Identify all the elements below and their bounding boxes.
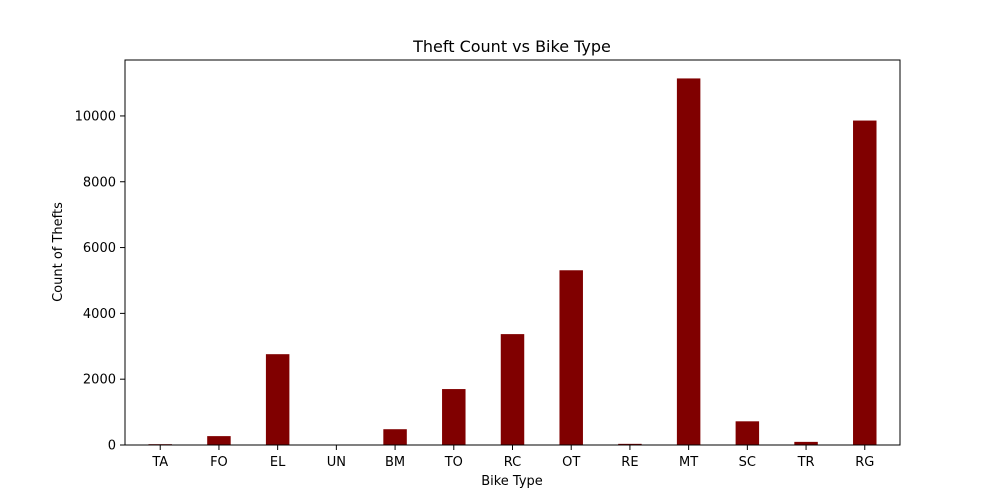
bar-fo xyxy=(207,436,230,445)
x-axis-label: Bike Type xyxy=(481,474,543,489)
x-tick-label: BM xyxy=(385,455,405,470)
y-tick-label: 6000 xyxy=(83,241,116,256)
bar-to xyxy=(442,389,465,445)
y-tick-label: 10000 xyxy=(75,109,116,124)
x-tick-label: SC xyxy=(739,455,756,470)
x-axis-ticks: TA FO EL UN BM TO RC OT RE MT SC TR RG xyxy=(151,445,874,470)
bar-mt xyxy=(677,78,700,445)
x-tick-label: FO xyxy=(210,455,228,470)
y-tick-label: 0 xyxy=(108,439,116,454)
bar-ot xyxy=(559,270,582,445)
x-tick-label: TA xyxy=(151,455,168,470)
y-tick-label: 4000 xyxy=(83,307,116,322)
y-axis-label: Count of Thefts xyxy=(51,202,66,302)
x-tick-label: RG xyxy=(855,455,874,470)
x-tick-label: MT xyxy=(679,455,698,470)
y-tick-label: 8000 xyxy=(83,175,116,190)
x-tick-label: TR xyxy=(797,455,815,470)
x-tick-label: UN xyxy=(327,455,346,470)
x-tick-label: OT xyxy=(562,455,580,470)
bar-bm xyxy=(383,429,406,445)
x-tick-label: TO xyxy=(444,455,463,470)
x-tick-label: RC xyxy=(504,455,521,470)
bar-rc xyxy=(501,334,524,445)
x-tick-label: RE xyxy=(621,455,638,470)
x-tick-label: EL xyxy=(270,455,286,470)
bar-el xyxy=(266,354,289,445)
chart-title: Theft Count vs Bike Type xyxy=(412,37,611,56)
y-tick-label: 2000 xyxy=(83,373,116,388)
bars-layer xyxy=(148,78,876,445)
y-axis-ticks: 0 2000 4000 6000 8000 10000 xyxy=(75,109,125,453)
bar-rg xyxy=(853,121,876,445)
bar-sc xyxy=(736,421,759,445)
